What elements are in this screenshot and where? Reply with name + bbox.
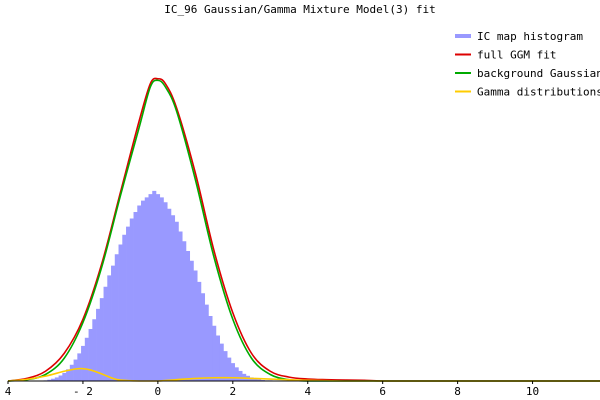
histogram-bar — [77, 353, 82, 382]
histogram-bar — [141, 200, 146, 381]
x-axis-ticks: 4 - 2 0 2 4 6 8 10 — [5, 381, 539, 398]
histogram-bar — [193, 270, 198, 381]
histogram-bar — [51, 378, 56, 381]
x-tick-label: - 2 — [73, 385, 93, 398]
histogram-bar — [129, 218, 134, 381]
histogram-bar — [66, 369, 71, 381]
histogram-bar — [103, 286, 108, 381]
legend-label: IC map histogram — [477, 30, 583, 43]
x-tick-label: 0 — [155, 385, 162, 398]
histogram-bar — [159, 197, 164, 381]
histogram-bar — [88, 329, 93, 381]
histogram-bar — [189, 260, 194, 381]
histogram-bar — [111, 265, 116, 382]
legend-label: full GGM fit — [477, 49, 556, 62]
histogram-bars — [43, 190, 284, 382]
histogram-bar — [69, 364, 74, 381]
histogram-bar — [133, 212, 138, 381]
histogram-bar — [47, 379, 52, 381]
legend-label: Gamma distributions — [477, 86, 600, 99]
histogram-bar — [114, 254, 119, 381]
histogram-bar — [96, 308, 101, 381]
histogram-bar — [137, 205, 142, 381]
histogram-bar — [212, 325, 217, 381]
x-tick-label: 8 — [454, 385, 461, 398]
histogram-bar — [62, 372, 67, 382]
histogram-bar — [200, 293, 206, 381]
legend-label: background Gaussian — [477, 67, 600, 80]
histogram-bar — [148, 194, 153, 381]
histogram-bar — [170, 215, 176, 381]
histogram-bar — [156, 194, 161, 381]
histogram-bar — [178, 231, 183, 381]
chart-title: IC_96 Gaussian/Gamma Mixture Model(3) fi… — [164, 3, 436, 16]
histogram-bar — [227, 357, 232, 381]
histogram-bar — [122, 234, 127, 381]
histogram-bar — [81, 345, 86, 381]
histogram-bar — [219, 343, 224, 382]
histogram-bar — [152, 190, 157, 382]
histogram-bar — [84, 337, 89, 381]
histogram-bar — [126, 226, 131, 382]
histogram-bar — [253, 378, 258, 381]
x-tick-label: 4 — [5, 385, 12, 398]
histogram-bar — [167, 208, 172, 381]
histogram-bar — [182, 241, 187, 381]
histogram-bar — [249, 377, 254, 381]
histogram-bar — [208, 316, 213, 381]
histogram-bar — [223, 351, 228, 381]
legend: IC map histogram full GGM fit background G… — [455, 30, 600, 99]
histogram-bar — [58, 375, 63, 381]
x-tick-label: 4 — [304, 385, 311, 398]
histogram-bar — [107, 275, 112, 382]
histogram-bar — [144, 197, 149, 381]
histogram-bar — [73, 359, 78, 381]
x-tick-label: 6 — [379, 385, 386, 398]
histogram-bar — [54, 377, 59, 381]
histogram-bar — [234, 367, 239, 381]
histogram-bar — [230, 363, 235, 382]
histogram-bar — [118, 244, 123, 381]
histogram-bar — [197, 281, 202, 382]
histogram-bar — [204, 304, 209, 382]
x-tick-label: 10 — [526, 385, 539, 398]
histogram-bar — [163, 202, 168, 381]
x-tick-label: 2 — [229, 385, 236, 398]
histogram-bar — [257, 379, 262, 382]
histogram-bar — [185, 251, 191, 381]
histogram-bar — [92, 319, 97, 381]
histogram-bar — [238, 370, 243, 381]
histogram-bar — [174, 221, 179, 381]
histogram-bar — [215, 335, 220, 381]
histogram-bar — [99, 298, 104, 382]
